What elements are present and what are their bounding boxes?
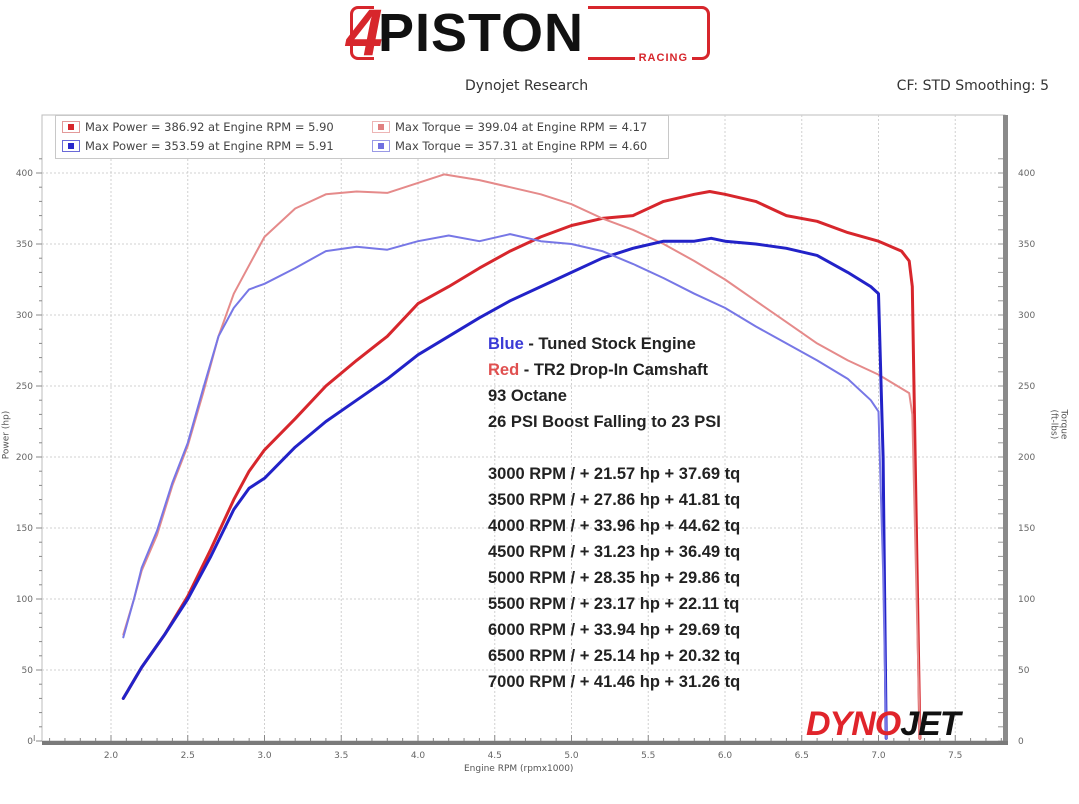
legend-label: Max Torque = 357.31 at Engine RPM = 4.60 <box>395 139 648 153</box>
blue-word: Blue <box>488 335 524 353</box>
gain-row: 6000 RPM / + 33.94 hp + 29.69 tq <box>488 621 741 639</box>
y-left-tick-label: 250 <box>16 382 33 392</box>
legend-label: Max Torque = 399.04 at Engine RPM = 4.17 <box>395 120 648 134</box>
gains-list: 3000 RPM / + 21.57 hp + 37.69 tq 3500 RP… <box>488 461 740 695</box>
y-right-tick-label: 0 <box>1018 737 1024 747</box>
chart-subtitle: Dynojet Research <box>465 78 589 94</box>
legend-swatch-blue-torque-icon <box>372 140 390 152</box>
x-axis <box>42 741 1008 745</box>
y-right-tick-label: 50 <box>1018 666 1030 676</box>
y-axis-left-title: Power (hp) <box>1 410 12 460</box>
red-desc: - TR2 Drop-In Camshaft <box>519 361 709 379</box>
x-tick-label: 3.0 <box>257 751 272 761</box>
legend-item-red-power: Max Power = 386.92 at Engine RPM = 5.90 <box>62 118 334 136</box>
gain-row: 4500 RPM / + 31.23 hp + 36.49 tq <box>488 543 741 561</box>
run-description: Blue - Tuned Stock Engine Red - TR2 Drop… <box>488 331 721 435</box>
y-right-axis <box>1003 115 1008 745</box>
gain-row: 3000 RPM / + 21.57 hp + 37.69 tq <box>488 465 741 483</box>
x-axis-title: Engine RPM (rpmx1000) <box>464 764 574 774</box>
gain-row: 7000 RPM / + 41.46 hp + 31.26 tq <box>488 673 741 691</box>
y-right-tick-label: 250 <box>1018 382 1035 392</box>
series-line <box>121 190 922 740</box>
logo-four: 4 <box>346 0 383 69</box>
y-right-tick-label: 100 <box>1018 595 1035 605</box>
x-tick-label: 4.5 <box>488 751 502 761</box>
y-axis-right-title: Torque (ft-lbs) <box>1048 409 1069 440</box>
legend-item-blue-torque: Max Torque = 357.31 at Engine RPM = 4.60 <box>372 137 647 155</box>
chart-legend: Max Power = 386.92 at Engine RPM = 5.90 … <box>55 115 669 159</box>
x-tick-label: 5.5 <box>641 751 655 761</box>
y-right-tick-label: 400 <box>1018 169 1035 179</box>
y-right-tick-label: 150 <box>1018 524 1035 534</box>
blue-description: Blue - Tuned Stock Engine <box>488 331 721 357</box>
x-tick-label: 6.5 <box>795 751 809 761</box>
y-left-tick-label: 350 <box>16 240 33 250</box>
octane-note: 93 Octane <box>488 387 567 405</box>
x-tick-label: 5.0 <box>564 751 579 761</box>
series-line <box>121 236 888 740</box>
y-left-tick-label: 200 <box>16 453 33 463</box>
y-right-tick-label: 200 <box>1018 453 1035 463</box>
watermark-dyno: DYNO <box>806 705 901 743</box>
x-tick-label: 2.0 <box>104 751 119 761</box>
legend-item-blue-power: Max Power = 353.59 at Engine RPM = 5.91 <box>62 137 334 155</box>
gain-row: 5000 RPM / + 28.35 hp + 29.86 tq <box>488 569 741 587</box>
logo-text: PISTON <box>374 3 589 63</box>
series-line <box>122 233 888 740</box>
y-left-tick-label: 400 <box>16 169 33 179</box>
gain-row: 5500 RPM / + 23.17 hp + 22.11 tq <box>488 595 740 613</box>
legend-swatch-red-power-icon <box>62 121 80 133</box>
legend-swatch-red-torque-icon <box>372 121 390 133</box>
gain-row: 6500 RPM / + 25.14 hp + 20.32 tq <box>488 647 741 665</box>
dynojet-watermark: DYNOJET <box>806 705 961 743</box>
watermark-jet: JET <box>900 705 960 743</box>
x-tick-label: 7.0 <box>871 751 886 761</box>
4piston-racing-logo: PISTON 4 RACING <box>346 0 714 69</box>
legend-label: Max Power = 386.92 at Engine RPM = 5.90 <box>85 120 334 134</box>
y-left-tick-label: 0 <box>27 737 33 747</box>
y-left-tick-label: 150 <box>16 524 33 534</box>
y-left-tick-label: 300 <box>16 311 33 321</box>
y-left-tick-label: 50 <box>22 666 34 676</box>
gain-row: 3500 RPM / + 27.86 hp + 41.81 tq <box>488 491 741 509</box>
gain-row: 4000 RPM / + 33.96 hp + 44.62 tq <box>488 517 741 535</box>
x-tick-label: 3.5 <box>334 751 348 761</box>
red-description: Red - TR2 Drop-In Camshaft <box>488 357 721 383</box>
blue-desc: - Tuned Stock Engine <box>523 335 696 353</box>
y-right-tick-label: 300 <box>1018 311 1035 321</box>
plot-area <box>41 114 1006 742</box>
x-tick-label: 4.0 <box>411 751 426 761</box>
logo-sub: RACING <box>634 52 692 64</box>
y-left-tick-label: 100 <box>16 595 33 605</box>
legend-swatch-blue-power-icon <box>62 140 80 152</box>
legend-label: Max Power = 353.59 at Engine RPM = 5.91 <box>85 139 334 153</box>
boost-note: 26 PSI Boost Falling to 23 PSI <box>488 413 721 431</box>
red-word: Red <box>488 361 520 379</box>
x-tick-label: 7.5 <box>948 751 962 761</box>
x-tick-label: 2.5 <box>181 751 195 761</box>
correction-factor-label: CF: STD Smoothing: 5 <box>896 78 1049 94</box>
y-right-tick-label: 350 <box>1018 240 1035 250</box>
x-tick-label: 6.0 <box>718 751 733 761</box>
legend-item-red-torque: Max Torque = 399.04 at Engine RPM = 4.17 <box>372 118 647 136</box>
